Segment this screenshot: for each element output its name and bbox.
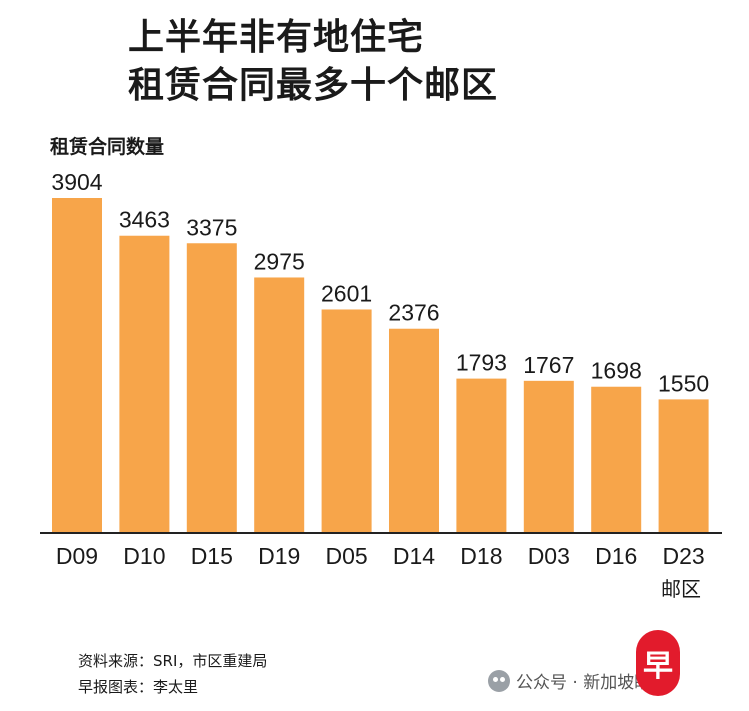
- x-tick-label: D23: [662, 543, 704, 569]
- x-tick-label: D16: [595, 543, 637, 569]
- title-line-2: 租赁合同最多十个邮区: [128, 65, 499, 106]
- x-axis-label: 邮区: [661, 577, 701, 601]
- title-line-1: 上半年非有地住宅: [128, 17, 425, 58]
- zaobao-logo: 早: [636, 630, 680, 696]
- data-label: 3463: [119, 207, 170, 233]
- data-label: 2601: [321, 280, 372, 306]
- data-label: 1767: [523, 352, 574, 378]
- x-tick-label: D09: [56, 543, 98, 569]
- x-tick-label: D05: [325, 543, 367, 569]
- data-label: 1793: [456, 350, 507, 376]
- watermark: 公众号 · 新加坡眼家: [488, 668, 668, 693]
- x-tick-label: D18: [460, 543, 502, 569]
- x-tick-label: D19: [258, 543, 300, 569]
- bar-D10: [119, 235, 170, 532]
- watermark-text: 公众号 · 新加坡眼家: [516, 673, 669, 693]
- bar-D18: [456, 378, 507, 532]
- bar-D23: [658, 399, 709, 532]
- source-line-2: 早报图表：李太里: [78, 678, 199, 696]
- source-note: 资料来源：SRI，市区重建局 早报图表：李太里: [78, 648, 267, 700]
- x-tick-label: D03: [528, 543, 570, 569]
- data-label: 1550: [658, 370, 709, 396]
- wechat-icon: [488, 669, 510, 692]
- data-label: 1698: [591, 358, 642, 384]
- source-line-1: 资料来源：SRI，市区重建局: [78, 652, 268, 670]
- x-tick-label: D14: [393, 543, 435, 569]
- x-tick-label: D15: [191, 543, 233, 569]
- bar-D15: [186, 243, 237, 532]
- bar-D03: [523, 380, 574, 532]
- data-label: 3375: [186, 214, 237, 240]
- bar-D05: [321, 309, 372, 532]
- data-label: 3904: [51, 169, 102, 195]
- bar-D19: [254, 277, 305, 532]
- data-label: 2975: [254, 248, 305, 274]
- logo-text: 早: [643, 649, 673, 684]
- bar-D16: [591, 386, 642, 532]
- x-tick-label: D10: [123, 543, 165, 569]
- bar-D14: [389, 328, 439, 532]
- chart-title: 上半年非有地住宅 租赁合同最多十个邮区: [128, 14, 498, 110]
- bar-D09: [52, 198, 102, 532]
- data-label: 2376: [388, 300, 439, 326]
- y-axis-label: 租赁合同数量: [50, 136, 165, 158]
